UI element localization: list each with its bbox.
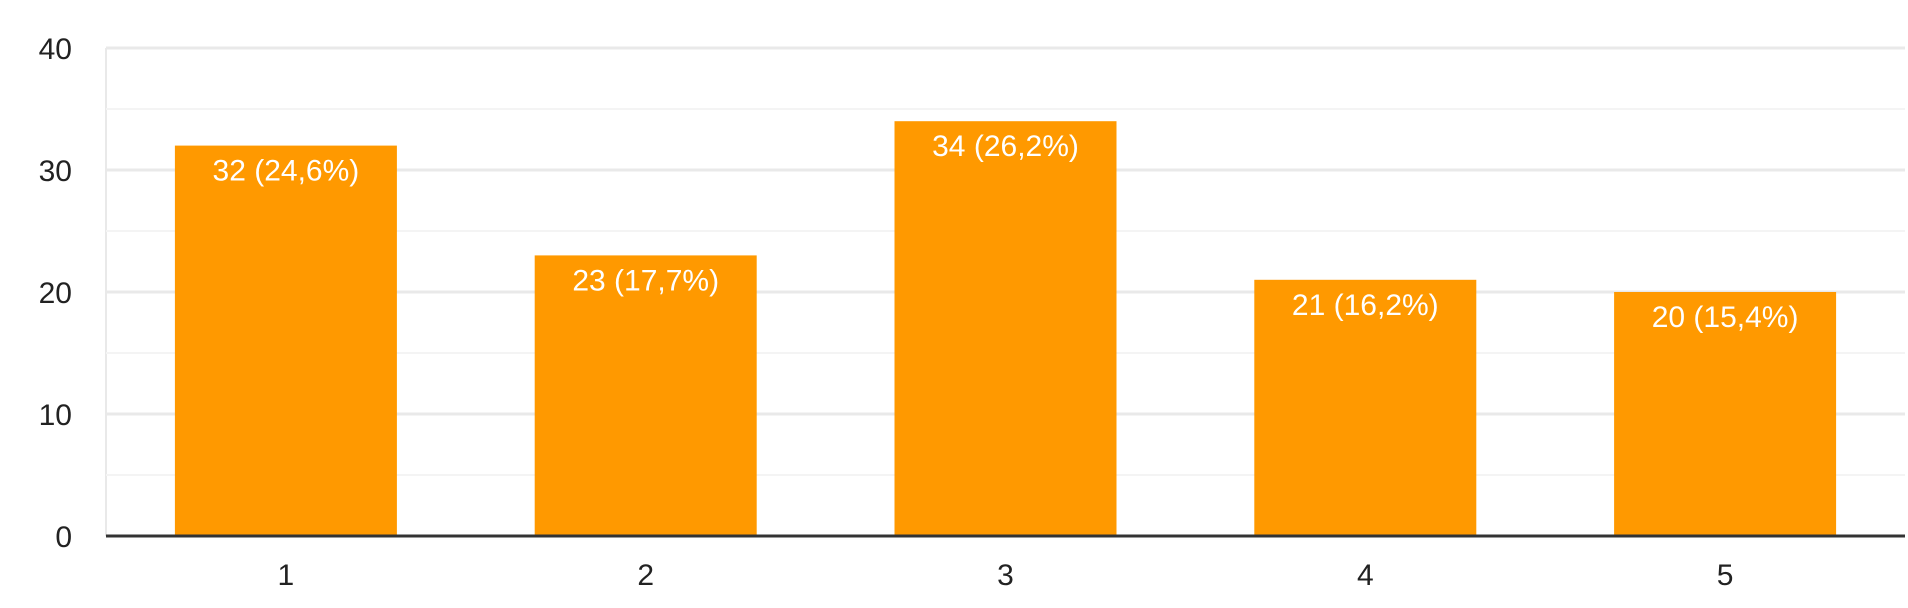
y-tick-label: 10 [39, 399, 72, 432]
y-tick-label: 20 [39, 277, 72, 310]
data-label: 32 (24,6%) [213, 155, 360, 188]
bar-2 [534, 255, 757, 536]
labels: 0 10 20 30 40 32 (24,6%) 1 23 (17,7%) 2 34 (26,2%… [39, 33, 1799, 592]
bars [174, 121, 1837, 536]
x-tick-label: 1 [278, 559, 295, 592]
y-tick-label: 0 [55, 521, 72, 554]
x-tick-label: 4 [1357, 559, 1374, 592]
x-tick-label: 3 [997, 559, 1014, 592]
y-tick-label: 40 [39, 33, 72, 66]
x-tick-label: 5 [1717, 559, 1734, 592]
data-label: 21 (16,2%) [1292, 289, 1439, 322]
y-tick-label: 30 [39, 155, 72, 188]
bar-3 [894, 121, 1117, 536]
x-tick-label: 2 [637, 559, 654, 592]
data-label: 23 (17,7%) [572, 264, 719, 297]
data-label: 20 (15,4%) [1652, 301, 1799, 334]
bar-1 [174, 145, 397, 536]
bar-5 [1614, 292, 1837, 536]
data-label: 34 (26,2%) [932, 130, 1079, 163]
bar-4 [1254, 279, 1477, 536]
